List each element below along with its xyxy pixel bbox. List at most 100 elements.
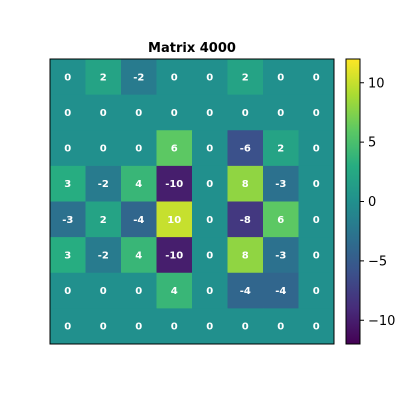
cell-value-label: -4 [240, 286, 251, 297]
heatmap-cell [156, 201, 193, 238]
cell-value-label: 0 [64, 108, 71, 119]
cell-value-label: -3 [275, 250, 286, 261]
cell-value-label: -4 [133, 215, 144, 226]
heatmap-cell [121, 237, 157, 274]
heatmap-cell [192, 237, 228, 274]
cell-value-label: 0 [206, 108, 213, 119]
heatmap-cell [85, 59, 122, 96]
cell-value-label: 0 [206, 250, 213, 261]
heatmap-cell [121, 94, 157, 131]
heatmap-cell [156, 94, 193, 131]
cell-value-label: 0 [171, 108, 178, 119]
cell-value-label: 0 [277, 108, 284, 119]
heatmap-cell [192, 201, 228, 238]
heatmap-cell [227, 308, 264, 345]
cell-value-label: 0 [171, 72, 178, 83]
heatmap-cell [121, 165, 157, 202]
cell-value-label: 0 [64, 322, 71, 333]
cell-value-label: 0 [206, 144, 213, 155]
heatmap-cell [192, 272, 228, 309]
cell-value-label: 0 [64, 144, 71, 155]
heatmap-cell [156, 272, 193, 309]
heatmap-cell [121, 308, 157, 345]
heatmap-cell [85, 94, 122, 131]
cell-value-label: 0 [313, 179, 320, 190]
heatmap-cell [50, 201, 86, 238]
cell-value-label: 10 [167, 215, 181, 226]
heatmap-cell [156, 130, 193, 167]
cell-value-label: 0 [135, 286, 142, 297]
cell-value-label: -3 [275, 179, 286, 190]
heatmap-cell [192, 130, 228, 167]
cell-value-label: 0 [313, 108, 320, 119]
cell-value-label: 0 [206, 286, 213, 297]
heatmap-cell [192, 59, 228, 96]
cell-value-label: 0 [206, 179, 213, 190]
heatmap-cell [50, 308, 86, 345]
cell-value-label: 0 [313, 144, 320, 155]
cell-value-label: 0 [242, 108, 249, 119]
heatmap-cell [227, 59, 264, 96]
heatmap-cell [227, 130, 264, 167]
heatmap-cell [85, 130, 122, 167]
heatmap-cell [263, 165, 299, 202]
heatmap-cell [85, 237, 122, 274]
cell-value-label: 0 [100, 108, 107, 119]
cell-value-label: 4 [135, 179, 142, 190]
cell-value-label: 0 [64, 286, 71, 297]
heatmap-cell [156, 308, 193, 345]
heatmap-cell [156, 165, 193, 202]
cell-value-label: -2 [133, 72, 144, 83]
heatmap-cell [192, 308, 228, 345]
cell-value-label: 2 [242, 72, 249, 83]
cell-value-label: 0 [135, 108, 142, 119]
heatmap-cell [50, 94, 86, 131]
cell-value-label: 0 [313, 250, 320, 261]
cell-value-label: 4 [135, 250, 142, 261]
heatmap-cell [263, 59, 299, 96]
heatmap-cell [121, 130, 157, 167]
heatmap-cell [121, 201, 157, 238]
heatmap-cells: 0 2 -2 0 0 2 0 0 0 0 0 0 0 0 0 0 0 0 0 6 0 -6 2 0 3 -2 4 -10 0 8 -3 0 -3… [50, 59, 335, 345]
heatmap-cell [192, 165, 228, 202]
heatmap-cell [298, 94, 335, 131]
heatmap-cell [50, 237, 86, 274]
cell-value-label: 6 [171, 144, 178, 155]
cell-value-label: 2 [277, 144, 284, 155]
cell-value-label: 0 [100, 286, 107, 297]
heatmap-cell [156, 59, 193, 96]
heatmap-cell [263, 237, 299, 274]
cell-value-label: 3 [64, 250, 71, 261]
heatmap-cell [156, 237, 193, 274]
heatmap-cell [298, 272, 335, 309]
heatmap-cell [50, 59, 86, 96]
cell-value-label: 0 [313, 215, 320, 226]
heatmap-cell [227, 165, 264, 202]
cell-value-label: 0 [64, 72, 71, 83]
heatmap-cell [85, 308, 122, 345]
heatmap-cell [85, 272, 122, 309]
heatmap-cell [263, 308, 299, 345]
cell-value-label: -4 [275, 286, 286, 297]
cell-value-label: 0 [277, 72, 284, 83]
heatmap-cell [263, 94, 299, 131]
cell-value-label: -2 [98, 250, 109, 261]
cell-value-label: 2 [100, 215, 107, 226]
cell-value-label: 0 [100, 144, 107, 155]
heatmap-cell [298, 59, 335, 96]
cell-value-label: -10 [165, 250, 183, 261]
cell-value-label: 0 [206, 72, 213, 83]
heatmap-cell [298, 237, 335, 274]
cell-value-label: 6 [277, 215, 284, 226]
heatmap-cell [85, 201, 122, 238]
cell-value-label: 0 [206, 215, 213, 226]
cell-value-label: 0 [100, 322, 107, 333]
heatmap-cell [263, 272, 299, 309]
cell-value-label: -3 [62, 215, 73, 226]
cell-value-label: 4 [171, 286, 178, 297]
colorbar [345, 58, 361, 345]
cell-value-label: -10 [165, 179, 183, 190]
heatmap-cell [227, 237, 264, 274]
heatmap-cell [298, 165, 335, 202]
colorbar-tick-label: −5 [368, 254, 387, 269]
